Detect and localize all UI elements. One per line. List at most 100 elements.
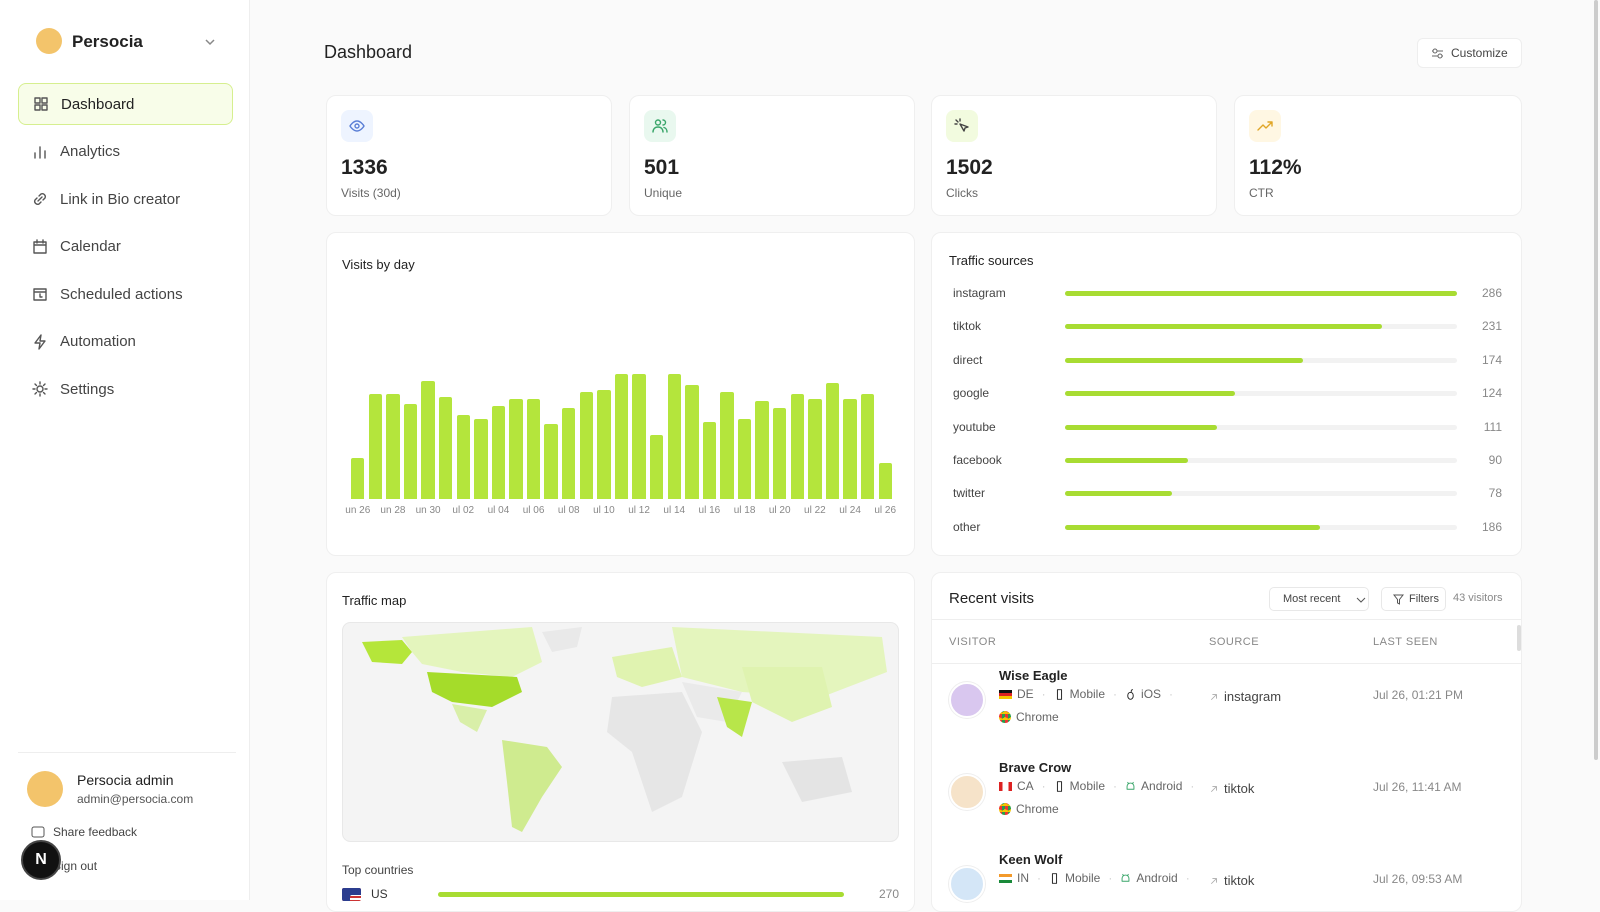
stat-card: 1336 Visits (30d) [326,95,612,216]
page-scrollbar [1594,0,1598,760]
dev-badge[interactable]: N [21,840,61,880]
visitor-name: Wise Eagle [999,668,1068,683]
customize-button[interactable]: Customize [1417,38,1522,68]
source-value: 78 [1488,486,1502,501]
china [742,667,832,722]
card-title: Traffic sources [949,253,1034,268]
source-value: 90 [1488,453,1502,467]
bar [649,435,664,499]
source-name: google [953,386,990,401]
bar [526,399,541,499]
bar [790,394,804,499]
filters-button[interactable]: Filters [1381,587,1446,611]
brand[interactable]: Persocia [72,32,143,51]
nav-item[interactable]: Automation [18,321,233,363]
bar [808,399,822,499]
source-name: tiktok [953,319,982,334]
visit-source: tiktok [1209,873,1254,888]
last-seen: Jul 26, 01:21 PM [1373,688,1464,702]
nav-label: Calendar [60,238,121,255]
user-email: admin@persocia.com [77,792,194,806]
icon [32,286,48,302]
browser: Chrome [1016,802,1059,816]
feedback-icon [31,826,45,838]
os: Android [1136,871,1178,885]
sort-select[interactable]: Most recent [1269,587,1369,611]
icon-svg [349,120,365,132]
country-value: 270 [878,887,899,901]
usa [427,672,522,707]
icon-svg [954,118,969,132]
nav-label: Dashboard [61,95,135,113]
traffic-map-card: Traffic map Top countries US 270 [326,572,915,912]
stat-value: 501 [644,156,680,179]
source-text: tiktok [1224,781,1255,796]
x-tick-label: ul 26 [874,505,897,516]
icon [1049,872,1060,884]
divider [18,752,236,753]
brand-dropdown[interactable] [204,36,216,48]
bar [403,403,418,499]
icon [1209,784,1219,794]
sep: · [1113,687,1118,701]
nav-item[interactable]: Calendar [18,226,233,268]
source-track [1065,424,1457,430]
nav-label: Automation [60,333,136,350]
source-value: 286 [1481,286,1502,300]
nav-item[interactable]: Settings [18,368,233,410]
bar [597,389,611,499]
icon-svg [34,193,46,205]
share-feedback[interactable]: Share feedback [53,825,138,839]
sign-out[interactable]: Sign out [53,859,98,873]
bar [685,385,699,499]
x-tick-label: ul 20 [768,505,791,516]
bar [825,383,840,499]
source-text: instagram [1224,689,1282,704]
icon-svg [32,381,48,397]
bar [737,419,752,499]
bar [456,414,470,499]
nav-item[interactable]: Analytics [18,131,233,173]
recent-visits-card: Recent visits Most recent Filters 43 vis… [931,572,1522,912]
icon [1209,876,1219,886]
source-bar [1065,324,1382,330]
bar [386,394,400,499]
stat-value: 1336 [341,156,388,179]
bar [720,392,734,499]
icon [32,144,48,160]
greenland [542,627,582,652]
bar [860,394,875,499]
nav-label: Link in Bio creator [60,190,181,208]
sep: · [1190,779,1195,793]
source-name: direct [953,352,983,367]
stat-icon [1249,110,1281,142]
source-bar [1065,424,1218,430]
x-tick-label: ul 02 [452,505,475,516]
filter-icon [1393,594,1404,605]
browser-icon [999,711,1011,723]
nav-item[interactable]: Link in Bio creator [18,178,233,220]
source-name: instagram [953,286,1006,300]
visitor-avatar [949,774,985,810]
icon [32,333,48,350]
brand-logo [36,28,62,54]
x-tick-label: ul 08 [557,505,580,516]
bar [702,421,717,499]
x-tick-label: ul 16 [698,505,721,516]
icon-svg [34,333,46,350]
traffic-sources-card: Traffic sources instagram 286 tiktok 231 dir… [931,232,1522,556]
icon [1054,780,1065,792]
table-header-divider [932,663,1521,664]
nav-item[interactable]: Scheduled actions [18,273,233,315]
icon-svg [1056,688,1062,700]
sep: · [1169,687,1174,701]
stat-card: 112% CTR [1234,95,1522,216]
customize-label: Customize [1451,46,1508,60]
bar [562,408,576,499]
os: iOS [1141,687,1162,701]
bar [491,405,506,499]
flag [342,888,361,901]
sep: · [1041,779,1046,793]
nav-item[interactable]: Dashboard [18,83,233,125]
x-tick-label: ul 06 [522,505,545,516]
